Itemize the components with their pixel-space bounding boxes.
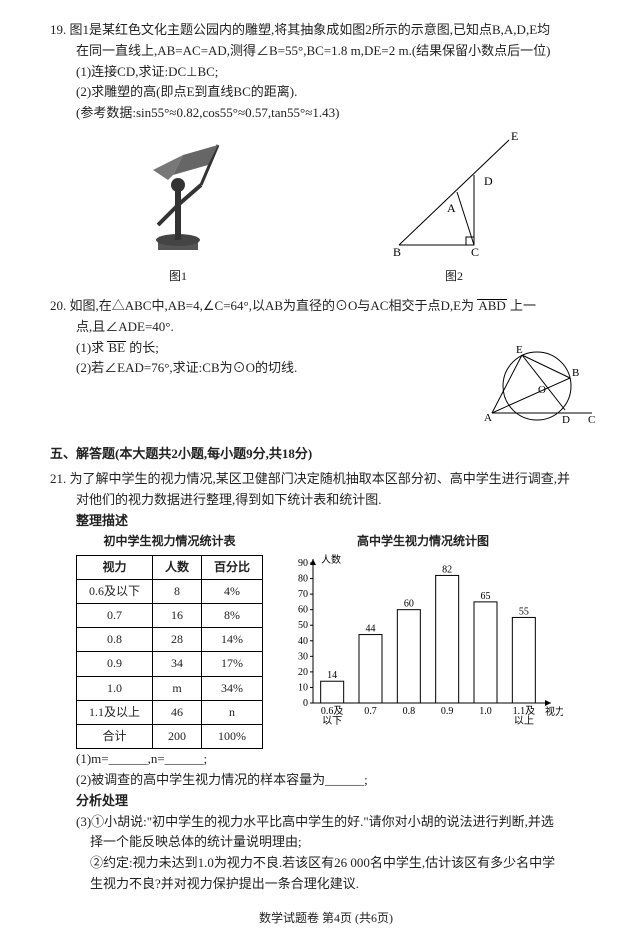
table-row: 1.0m34%	[77, 676, 263, 700]
q21-chart-block: 高中学生视力情况统计图 人数视力0102030405060708090140.6…	[283, 532, 563, 740]
svg-text:30: 30	[298, 651, 308, 662]
q21-stem-line1: 为了解中学生的视力情况,某区卫健部门决定随机抽取本区部分初、高中学生进行调查,并	[70, 471, 571, 486]
svg-text:80: 80	[298, 573, 308, 584]
svg-text:E: E	[516, 344, 523, 356]
q21-q3d: 生视力不良?并对视力保护提出一条合理化建议.	[50, 874, 602, 895]
q19-fig1-caption: 图1	[123, 267, 233, 286]
statue-icon	[123, 130, 233, 260]
svg-text:60: 60	[404, 598, 414, 609]
table-row: 1.1及以上46n	[77, 700, 263, 724]
q19-figures: 图1 E D A B C 图2	[50, 130, 602, 286]
svg-text:55: 55	[519, 606, 529, 617]
q20-part2: (2)若∠EAD=76°,求证:CB为⊙O的切线.	[50, 358, 472, 379]
q19-part2: (2)求雕塑的高(即点E到直线BC的距离).	[50, 82, 602, 103]
q21-table-block: 初中学生视力情况统计表 视力人数百分比 0.6及以下84% 0.7168% 0.…	[76, 532, 263, 750]
q21-q1: (1)m=______,n=______;	[50, 749, 602, 770]
q20-figure: E B O A D C	[472, 338, 602, 435]
svg-text:C: C	[471, 245, 479, 259]
q19-fig2: E D A B C 图2	[379, 130, 529, 286]
q19-fig1: 图1	[123, 130, 233, 286]
svg-text:0: 0	[303, 698, 308, 709]
q21-q3a: (3)①小胡说:"初中学生的视力水平比高中学生的好."请你对小胡的说法进行判断,…	[50, 812, 602, 833]
q21-data-row: 初中学生视力情况统计表 视力人数百分比 0.6及以下84% 0.7168% 0.…	[50, 532, 602, 750]
svg-text:A: A	[484, 412, 492, 424]
q19-part1: (1)连接CD,求证:DC⊥BC;	[50, 62, 602, 83]
svg-text:B: B	[393, 245, 401, 259]
svg-text:40: 40	[298, 636, 308, 647]
q20-stem-1b: 上一	[510, 298, 536, 313]
vision-table: 视力人数百分比 0.6及以下84% 0.7168% 0.82814% 0.934…	[76, 555, 263, 750]
q19-stem-line2: 在同一直线上,AB=AC=AD,测得∠B=55°,BC=1.8 m,DE=2 m…	[50, 41, 602, 62]
svg-text:1.0: 1.0	[479, 706, 492, 717]
q21-q3b: 择一个能反映总体的统计量说明理由;	[50, 832, 602, 853]
svg-text:D: D	[562, 414, 570, 426]
table-row: 0.82814%	[77, 628, 263, 652]
q20-stem-line2: 点,且∠ADE=40°.	[50, 317, 602, 338]
q21-zhengli: 整理描述	[50, 511, 602, 532]
bar-chart: 人数视力0102030405060708090140.6及以下440.7600.…	[283, 553, 563, 733]
svg-text:D: D	[484, 174, 493, 188]
svg-text:50: 50	[298, 620, 308, 631]
svg-text:10: 10	[298, 682, 308, 693]
svg-text:0.9: 0.9	[441, 706, 454, 717]
q19-ref: (参考数据:sin55°≈0.82,cos55°≈0.57,tan55°≈1.4…	[50, 103, 602, 124]
q21-table-title: 初中学生视力情况统计表	[76, 532, 263, 551]
q19-stem-line1: 图1是某红色文化主题公园内的雕塑,将其抽象成如图2所示的示意图,已知点B,A,D…	[70, 22, 551, 37]
circle-diagram-icon: E B O A D C	[472, 338, 602, 428]
q21-fenxi: 分析处理	[50, 791, 602, 812]
svg-text:人数: 人数	[321, 553, 341, 566]
svg-text:以上: 以上	[514, 715, 534, 727]
q20-stem-1a: 如图,在△ABC中,AB=4,∠C=64°,以AB为直径的⊙O与AC相交于点D,…	[70, 298, 475, 313]
svg-text:65: 65	[481, 591, 491, 602]
q20-number: 20.	[50, 298, 66, 313]
svg-text:82: 82	[442, 564, 452, 575]
svg-text:E: E	[511, 130, 518, 143]
triangle-diagram-icon: E D A B C	[379, 130, 529, 260]
table-row: 0.7168%	[77, 604, 263, 628]
page-footer: 数学试题卷 第4页 (共6页)	[50, 909, 602, 928]
table-row: 0.6及以下84%	[77, 579, 263, 603]
svg-text:B: B	[572, 367, 579, 379]
svg-text:A: A	[447, 201, 456, 215]
svg-text:以下: 以下	[322, 716, 342, 727]
q20-part1: (1)求 BE 的长;	[50, 338, 472, 359]
svg-text:60: 60	[298, 604, 308, 615]
svg-text:0.7: 0.7	[364, 706, 377, 717]
svg-text:14: 14	[327, 670, 337, 681]
q21-q3c: ②约定:视力未达到1.0为视力不良.若该区有26 000名中学生,估计该区有多少…	[50, 853, 602, 874]
arc-be: BE	[107, 341, 126, 354]
table-row: 0.93417%	[77, 652, 263, 676]
q21-number: 21.	[50, 471, 66, 486]
table-row: 视力人数百分比	[77, 555, 263, 579]
question-21: 21. 为了解中学生的视力情况,某区卫健部门决定随机抽取本区部分初、高中学生进行…	[50, 469, 602, 895]
svg-text:C: C	[588, 414, 595, 426]
q21-q2: (2)被调查的高中学生视力情况的样本容量为______;	[50, 770, 602, 791]
table-row: 合计200100%	[77, 725, 263, 749]
svg-text:20: 20	[298, 667, 308, 678]
svg-text:视力: 视力	[545, 705, 563, 718]
arc-abd: ABD	[477, 299, 506, 312]
question-19: 19. 图1是某红色文化主题公园内的雕塑,将其抽象成如图2所示的示意图,已知点B…	[50, 20, 602, 286]
svg-text:90: 90	[298, 558, 308, 569]
svg-text:70: 70	[298, 589, 308, 600]
section-5-title: 五、解答题(本大题共2小题,每小题9分,共18分)	[50, 444, 602, 465]
q19-fig2-caption: 图2	[379, 267, 529, 286]
q21-stem-line2: 对他们的视力数据进行整理,得到如下统计表和统计图.	[50, 490, 602, 511]
svg-text:0.8: 0.8	[403, 706, 416, 717]
svg-text:O: O	[538, 384, 546, 396]
svg-text:44: 44	[366, 623, 376, 634]
question-20: 20. 如图,在△ABC中,AB=4,∠C=64°,以AB为直径的⊙O与AC相交…	[50, 296, 602, 434]
q21-chart-title: 高中学生视力情况统计图	[283, 532, 563, 551]
q19-number: 19.	[50, 22, 66, 37]
